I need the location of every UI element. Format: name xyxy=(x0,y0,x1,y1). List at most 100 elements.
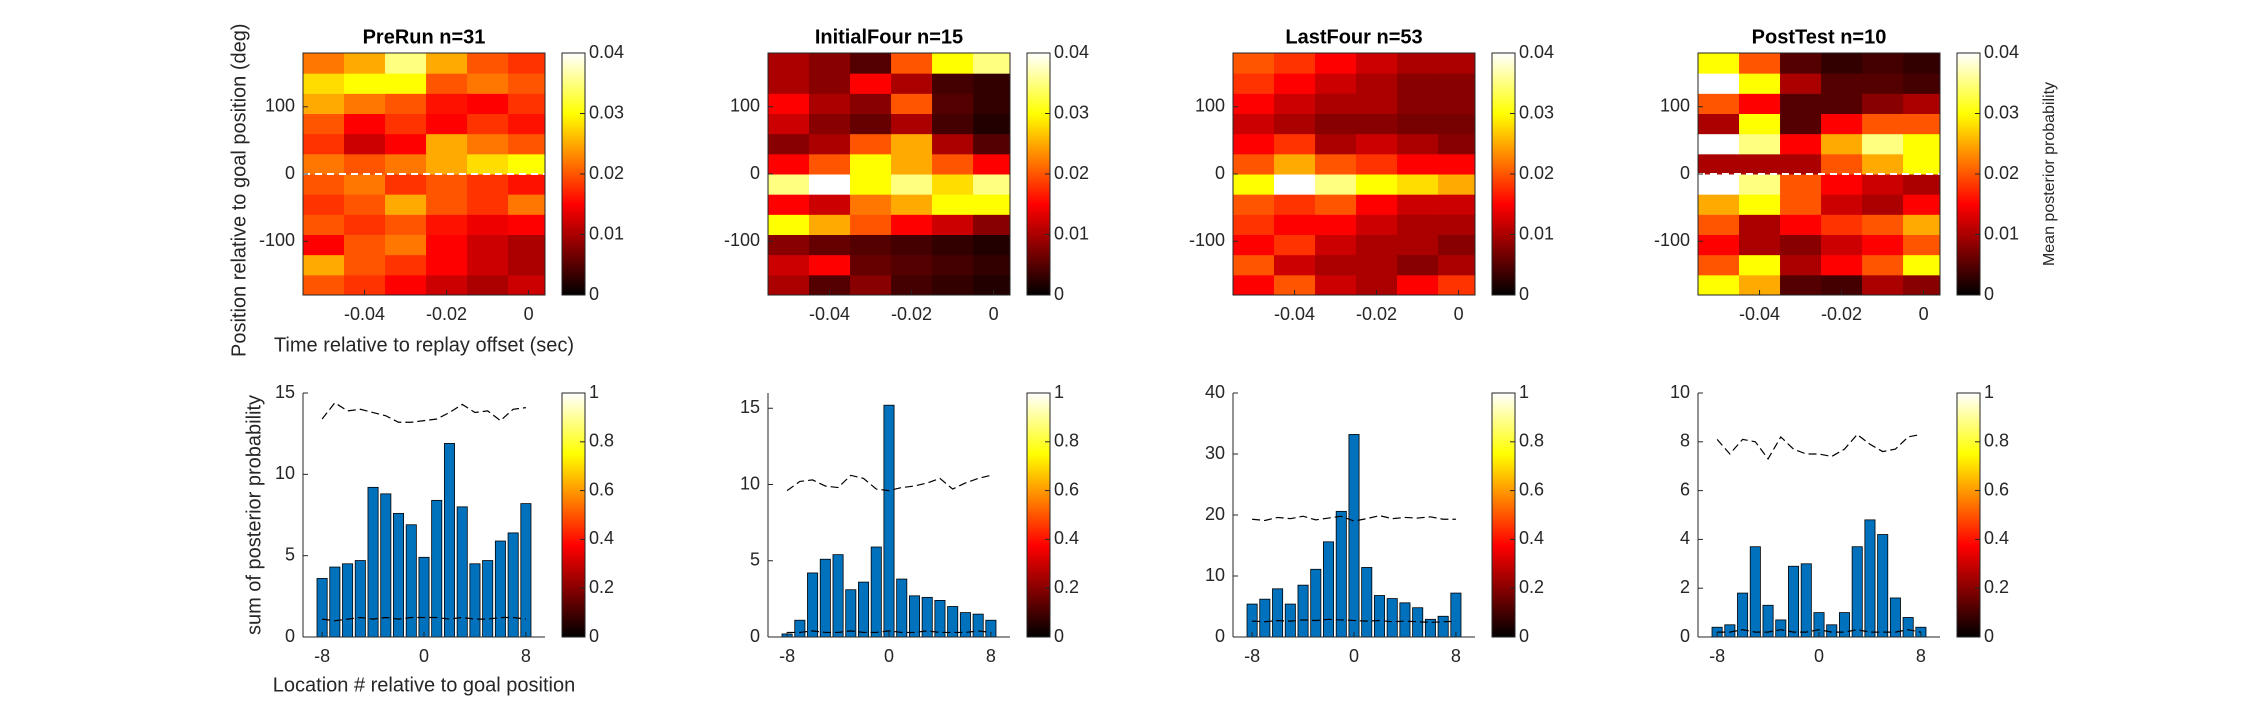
y-tick-label: 30 xyxy=(1205,443,1225,463)
colorbar-tick-label: 1 xyxy=(1054,382,1064,402)
heatmap-cell xyxy=(1780,133,1822,155)
heatmap-cell xyxy=(850,113,892,135)
y-tick-label: 2 xyxy=(1680,577,1690,597)
heatmap-cell xyxy=(1780,174,1822,195)
heatmap-cell xyxy=(1821,174,1863,195)
heatmap-cell xyxy=(385,133,427,155)
colorbar-tick-label: 0.2 xyxy=(1519,577,1544,597)
heatmap-cell xyxy=(426,113,468,135)
y-tick-label: 6 xyxy=(1680,479,1690,499)
heatmap-cell xyxy=(1821,234,1863,256)
heatmap-cell xyxy=(1698,234,1740,256)
heatmap-cell xyxy=(1233,174,1275,195)
dashed-line xyxy=(321,401,526,423)
bar xyxy=(469,563,481,638)
y-tick-label: 4 xyxy=(1680,528,1690,548)
heatmap-cell xyxy=(1397,194,1439,215)
heatmap-cell xyxy=(1233,113,1275,135)
heatmap-cell xyxy=(1821,153,1863,175)
panel-title: InitialFour n=15 xyxy=(815,26,963,48)
x-tick-label: -0.04 xyxy=(1739,304,1780,324)
bar xyxy=(1323,541,1335,638)
heatmap-cell xyxy=(385,153,427,175)
heatmap-cell xyxy=(932,194,974,215)
heatmap-cell xyxy=(1903,133,1941,155)
heatmap-cell xyxy=(1274,174,1316,195)
heatmap-cell xyxy=(508,93,546,114)
heatmap-cell xyxy=(973,234,1011,256)
heatmap-cell xyxy=(426,254,468,276)
heatmap-cell xyxy=(768,174,810,195)
heatmap-cell xyxy=(1862,133,1904,155)
heatmap-cell xyxy=(426,274,468,296)
heatmap-cell xyxy=(1315,214,1357,235)
bar xyxy=(845,589,857,638)
x-axis-label: Time relative to replay offset (sec) xyxy=(274,334,574,356)
heatmap-cell xyxy=(344,194,386,215)
bar xyxy=(1399,602,1411,638)
heatmap-cell xyxy=(1903,234,1941,256)
heatmap-cell xyxy=(809,194,851,215)
heatmap-cell xyxy=(973,153,1011,175)
heatmap-cell xyxy=(850,73,892,94)
heatmap-cell xyxy=(1821,274,1863,296)
colorbar-tick-label: 1 xyxy=(1519,382,1529,402)
y-tick-label: 0 xyxy=(285,626,295,646)
bar xyxy=(1297,584,1309,638)
bar xyxy=(972,613,984,638)
heatmap-cell xyxy=(1233,274,1275,296)
heatmap-cell xyxy=(1821,93,1863,114)
bar xyxy=(494,540,506,638)
heatmap-cell xyxy=(426,93,468,114)
bar xyxy=(316,578,328,638)
colorbar-tick-label: 0.01 xyxy=(589,223,624,243)
heatmap-cell xyxy=(1739,113,1781,135)
colorbar-tick-label: 1 xyxy=(589,382,599,402)
heatmap-cell xyxy=(1739,133,1781,155)
heatmap-cell xyxy=(508,274,546,296)
heatmap-cell xyxy=(1862,194,1904,215)
colorbar-tick-label: 0.04 xyxy=(1984,42,2019,62)
panel-title: LastFour n=53 xyxy=(1285,26,1422,48)
heatmap-cell xyxy=(426,153,468,175)
x-tick-label: -0.02 xyxy=(426,304,467,324)
heatmap-cell xyxy=(1356,274,1398,296)
y-tick-label: 100 xyxy=(265,96,295,116)
heatmap-cell xyxy=(1315,254,1357,276)
heatmap-cell xyxy=(932,53,974,74)
heatmap-cell xyxy=(973,194,1011,215)
bar xyxy=(405,524,417,638)
heatmap xyxy=(1698,53,1941,296)
colorbar-tick-label: 0.4 xyxy=(1519,528,1544,548)
y-tick-label: 15 xyxy=(740,397,760,417)
bar xyxy=(1877,534,1889,638)
heatmap-cell xyxy=(1315,234,1357,256)
heatmap-cell xyxy=(850,234,892,256)
bar xyxy=(807,572,819,638)
bar xyxy=(794,619,806,638)
heatmap-cell xyxy=(1438,194,1476,215)
bar xyxy=(1788,565,1800,638)
heatmap-cell xyxy=(385,113,427,135)
heatmap-cell xyxy=(1315,174,1357,195)
x-axis-label: Location # relative to goal position xyxy=(273,674,575,696)
heatmap-cell xyxy=(467,53,509,74)
heatmap-cell xyxy=(1698,214,1740,235)
colorbar-tick-label: 0 xyxy=(1519,284,1529,304)
heatmap-cell xyxy=(1698,93,1740,114)
heatmap-cell xyxy=(1397,214,1439,235)
heatmap-cell xyxy=(1821,254,1863,276)
y-tick-label: 0 xyxy=(750,626,760,646)
heatmap-cell xyxy=(1739,234,1781,256)
heatmap-cell xyxy=(973,174,1011,195)
heatmap-cell xyxy=(426,133,468,155)
heatmap-cell xyxy=(1274,234,1316,256)
heatmap-cell xyxy=(1356,93,1398,114)
colorbar-tick-label: 0.2 xyxy=(1984,577,2009,597)
colorbar-tick-label: 0 xyxy=(1054,626,1064,646)
heatmap-cell xyxy=(303,254,345,276)
heatmap-cell xyxy=(344,133,386,155)
heatmap-cell xyxy=(508,214,546,235)
heatmap-cell xyxy=(768,93,810,114)
heatmap-cell xyxy=(809,274,851,296)
